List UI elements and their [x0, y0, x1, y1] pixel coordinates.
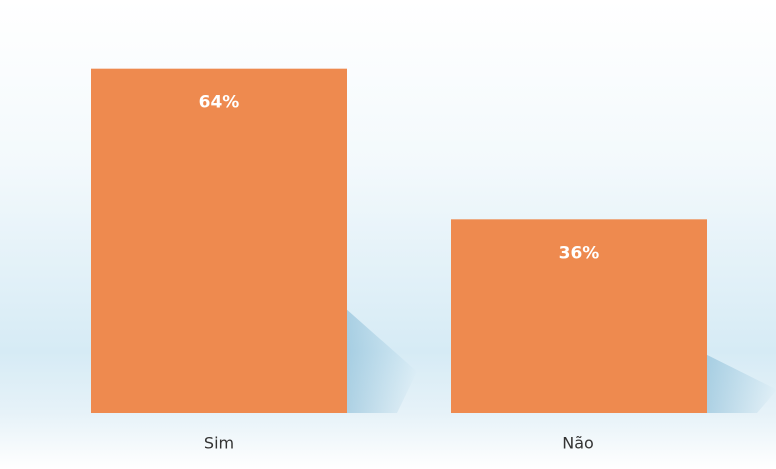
x-tick-label: Sim	[204, 434, 234, 453]
x-tick-label: Não	[562, 434, 594, 453]
data-label: 36%	[559, 243, 600, 263]
bar	[91, 68, 347, 414]
bar-shadow	[347, 309, 417, 413]
shadows	[347, 309, 776, 413]
bars: 64% Sim 36% Não	[91, 68, 707, 453]
data-label: 64%	[199, 93, 240, 113]
bar-shadow	[707, 354, 776, 413]
bar	[451, 219, 707, 413]
